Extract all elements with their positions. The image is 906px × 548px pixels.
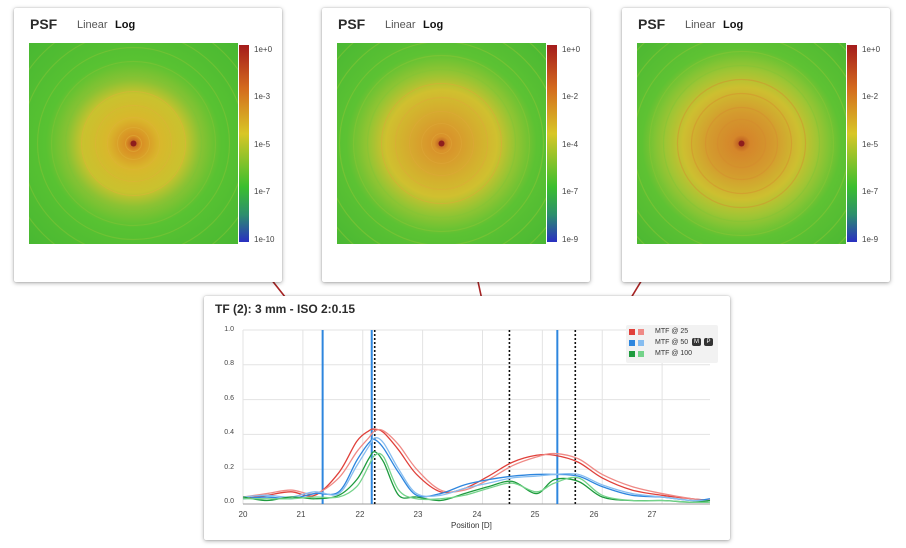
legend-label: MTF @ 25 — [655, 328, 689, 335]
x-tick-label: 26 — [589, 510, 599, 519]
psf-image — [637, 43, 846, 244]
colorbar — [239, 45, 249, 242]
tab-log[interactable]: Log — [115, 19, 136, 31]
psf-panel-3: PSF Linear Log 1e+0 1e-2 1e-5 1e-7 1e-9 — [622, 8, 890, 282]
series-line-mtf-50-alt- — [242, 437, 711, 502]
psf-panel-2: PSF Linear Log 1e+0 1e-2 1e-4 1e-7 1e-9 — [322, 8, 590, 282]
psf-panel-1: PSF Linear Log 1e+0 1e-3 1e-5 1e-7 1e-10 — [14, 8, 282, 282]
y-tick-label: 0.4 — [224, 429, 234, 436]
psf-image — [337, 43, 546, 244]
colorbar-label: 1e+0 — [254, 45, 273, 54]
y-tick-label: 1.0 — [224, 326, 234, 333]
mtf-plot — [242, 329, 711, 505]
badge-m[interactable]: M — [692, 338, 701, 346]
x-tick-label: 22 — [355, 510, 365, 519]
x-tick-label: 23 — [413, 510, 423, 519]
psf-image — [29, 43, 238, 244]
x-tick-label: 25 — [530, 510, 540, 519]
colorbar-label: 1e+0 — [562, 45, 581, 54]
legend-label: MTF @ 50 — [655, 339, 689, 346]
colorbar-label: 1e-4 — [562, 140, 579, 149]
x-tick-label: 20 — [238, 510, 248, 519]
colorbar-label: 1e-7 — [254, 187, 271, 196]
legend-swatch — [638, 329, 644, 335]
tab-linear[interactable]: Linear — [685, 19, 716, 31]
series-line-mtf-100-alt- — [243, 452, 711, 504]
tab-linear[interactable]: Linear — [385, 19, 416, 31]
colorbar-label: 1e-3 — [254, 92, 271, 101]
x-tick-label: 27 — [647, 510, 657, 519]
legend: MTF @ 25 MTF @ 50 M P MTF @ 100 — [626, 325, 718, 363]
y-tick-label: 0.2 — [224, 464, 234, 471]
colorbar-label: 1e-5 — [254, 140, 271, 149]
colorbar-label: 1e-2 — [562, 92, 579, 101]
psf-title: PSF — [638, 16, 666, 32]
colorbar — [547, 45, 557, 242]
mtf-chart-panel: TF (2): 3 mm - ISO 2:0.15 1.0 0.8 0.6 0.… — [204, 296, 730, 540]
y-tick-label: 0.8 — [224, 360, 234, 367]
legend-label: MTF @ 100 — [655, 350, 693, 357]
y-tick-label: 0.0 — [224, 498, 234, 505]
x-tick-label: 21 — [296, 510, 306, 519]
colorbar-label: 1e-9 — [862, 235, 879, 244]
colorbar-label: 1e-9 — [562, 235, 579, 244]
psf-title: PSF — [30, 16, 58, 32]
tab-linear[interactable]: Linear — [77, 19, 108, 31]
colorbar-label: 1e-2 — [862, 92, 879, 101]
colorbar-label: 1e-7 — [862, 187, 879, 196]
legend-swatch — [638, 340, 644, 346]
psf-title: PSF — [338, 16, 366, 32]
legend-swatch — [629, 351, 635, 357]
colorbar-label: 1e-10 — [254, 235, 275, 244]
x-tick-label: 24 — [472, 510, 482, 519]
badge-p[interactable]: P — [704, 338, 713, 346]
legend-swatch — [638, 351, 644, 357]
series-line-mtf-25 — [242, 428, 711, 502]
chart-title: TF (2): 3 mm - ISO 2:0.15 — [215, 302, 356, 316]
tab-log[interactable]: Log — [423, 19, 444, 31]
colorbar-label: 1e-7 — [562, 187, 579, 196]
colorbar — [847, 45, 857, 242]
y-tick-label: 0.6 — [224, 395, 234, 402]
legend-swatch — [629, 340, 635, 346]
tab-log[interactable]: Log — [723, 19, 744, 31]
legend-swatch — [629, 329, 635, 335]
x-axis-label: Position [D] — [451, 521, 492, 530]
colorbar-label: 1e+0 — [862, 45, 881, 54]
colorbar-label: 1e-5 — [862, 140, 879, 149]
series-line-mtf-25-alt- — [242, 428, 711, 502]
